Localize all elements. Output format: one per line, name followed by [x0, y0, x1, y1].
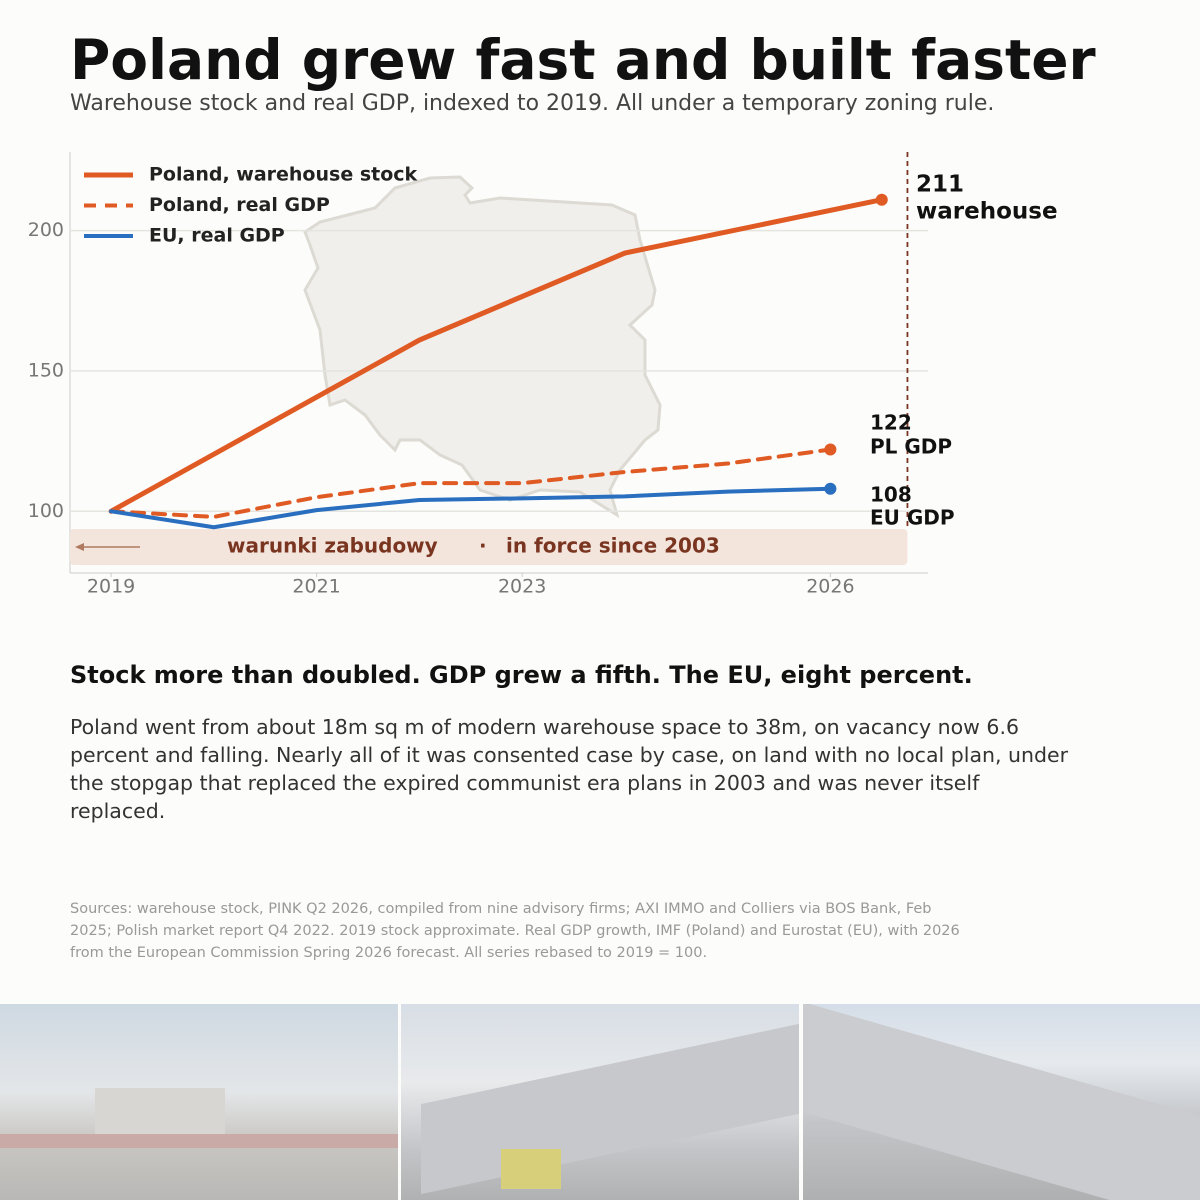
photo-fence: [0, 1134, 398, 1148]
y-tick-label: 200: [28, 219, 64, 241]
end-value-label: 108: [870, 483, 912, 507]
x-tick-label: 2019: [87, 576, 135, 598]
legend-label: EU, real GDP: [149, 225, 285, 247]
legend-label: Poland, real GDP: [149, 194, 330, 216]
end-name-label: EU GDP: [870, 506, 955, 530]
end-point: [875, 193, 888, 206]
band-label: ·: [479, 534, 487, 558]
photo: [0, 1004, 398, 1200]
photo: [401, 1004, 799, 1200]
y-tick-label: 150: [28, 359, 64, 381]
band-arrowhead: [75, 543, 84, 551]
end-value-label: 122: [870, 411, 912, 435]
x-tick-label: 2026: [806, 576, 854, 598]
photo-bin: [501, 1149, 561, 1189]
article-body: Poland went from about 18m sq m of moder…: [70, 715, 1069, 823]
band-label: in force since 2003: [506, 534, 720, 558]
end-value-label: 211: [916, 172, 964, 198]
series-line: [109, 447, 833, 519]
x-tick-label: 2023: [498, 576, 546, 598]
end-name-label: PL GDP: [870, 435, 952, 459]
photo-building: [421, 1023, 799, 1195]
chart: 100 150 200 2019 2021 2023 2026 warunki zabudo…: [28, 152, 1058, 598]
x-tick-label: 2021: [292, 576, 340, 598]
legend-label: Poland, warehouse stock: [149, 164, 418, 186]
photo-building: [803, 1004, 1200, 1200]
article-heading: Stock more than doubled. GDP grew a fift…: [70, 661, 973, 689]
map-poland: [303, 175, 662, 519]
end-name-label: warehouse: [916, 199, 1058, 225]
end-point: [824, 482, 837, 495]
sources-note: Sources: warehouse stock, PINK Q2 2026, …: [70, 901, 960, 961]
zoning-band: [70, 529, 908, 565]
series-line: [108, 197, 885, 514]
photo: [803, 1004, 1200, 1200]
page-title: Poland grew fast and built faster: [70, 28, 1096, 92]
end-point: [824, 443, 837, 456]
series-line: [109, 486, 833, 530]
page-subtitle: Warehouse stock and real GDP, indexed to…: [70, 91, 995, 116]
band-label: warunki zabudowy: [227, 534, 438, 558]
y-tick-label: 100: [28, 500, 64, 522]
